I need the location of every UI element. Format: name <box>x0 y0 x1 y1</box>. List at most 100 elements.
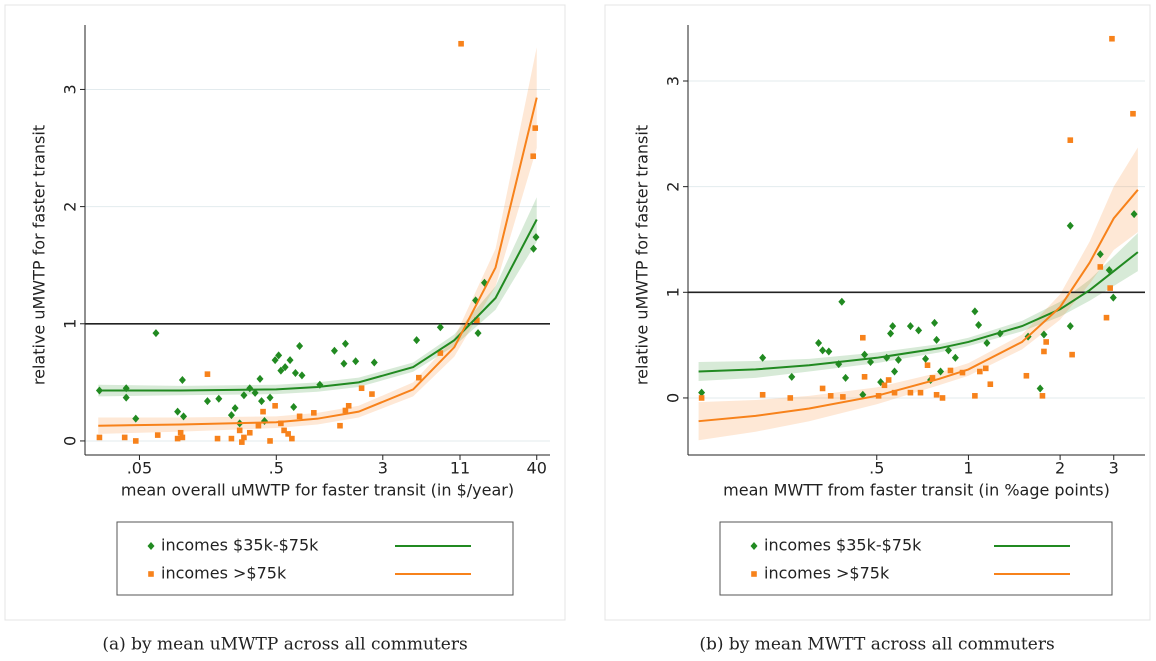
point <box>924 362 931 368</box>
point <box>1043 339 1049 345</box>
point <box>241 434 247 441</box>
plot-area <box>688 35 1145 441</box>
point <box>825 347 833 356</box>
point <box>214 435 221 442</box>
point <box>698 388 706 397</box>
point <box>1040 330 1048 339</box>
point <box>132 438 139 444</box>
point <box>231 404 239 413</box>
point <box>759 353 767 362</box>
point <box>358 385 365 392</box>
point <box>933 391 940 398</box>
point <box>345 402 352 409</box>
point <box>296 413 303 420</box>
point <box>929 375 936 381</box>
point <box>122 393 130 402</box>
point <box>983 339 991 348</box>
point <box>370 358 378 367</box>
point <box>931 318 939 327</box>
point <box>240 391 248 400</box>
point <box>285 431 291 437</box>
plot-area <box>85 40 550 445</box>
x-tick-label: .5 <box>269 459 284 478</box>
point <box>1130 110 1136 117</box>
point <box>881 382 888 389</box>
point <box>330 346 338 355</box>
point <box>959 369 966 376</box>
point <box>204 371 211 377</box>
legend-label: incomes $35k-$75k <box>161 536 319 555</box>
point <box>861 350 869 359</box>
point <box>239 439 245 445</box>
point <box>944 346 952 355</box>
point <box>885 377 892 383</box>
x-tick-label: 3 <box>1109 459 1119 478</box>
y-tick-label: 2 <box>61 202 80 212</box>
y-tick-label: 2 <box>664 182 683 192</box>
legend-label: incomes $35k-$75k <box>764 536 922 555</box>
point <box>154 432 161 438</box>
point <box>1107 285 1113 291</box>
point <box>256 374 264 383</box>
point <box>96 434 103 441</box>
confidence-band <box>698 147 1138 441</box>
point <box>342 407 349 414</box>
point <box>474 317 480 324</box>
point <box>972 393 978 399</box>
fit-line <box>98 97 538 427</box>
y-tick-label: 3 <box>61 84 80 94</box>
point <box>530 153 537 160</box>
point <box>296 342 304 351</box>
point <box>258 397 266 406</box>
point <box>698 395 705 401</box>
caption: (b) by mean MWTT across all commuters <box>699 635 1054 655</box>
point <box>819 385 826 392</box>
x-tick-label: 40 <box>527 459 547 478</box>
point <box>859 390 867 399</box>
point <box>277 366 285 375</box>
point <box>174 435 181 442</box>
x-tick-label: .05 <box>127 459 152 478</box>
point <box>939 395 946 401</box>
point <box>298 371 306 380</box>
point <box>227 411 235 420</box>
x-axis-label: mean overall uMWTP for faster transit (i… <box>121 481 514 500</box>
point <box>436 323 444 332</box>
point <box>819 346 827 355</box>
point <box>1069 351 1075 358</box>
point <box>179 434 186 441</box>
point <box>933 335 941 344</box>
legend-marker <box>750 542 758 550</box>
y-tick-label: 1 <box>664 287 683 297</box>
caption: (a) by mean uMWTP across all commuters <box>102 635 467 655</box>
fit-line <box>98 219 538 392</box>
point <box>906 322 914 331</box>
point <box>203 397 211 406</box>
point <box>907 389 914 396</box>
x-tick-label: .5 <box>869 459 884 478</box>
point <box>971 307 979 316</box>
point <box>975 321 983 330</box>
point <box>152 329 160 338</box>
point <box>271 356 279 365</box>
point <box>286 356 294 365</box>
point <box>352 357 360 366</box>
panel-frame <box>604 4 1151 621</box>
y-axis-label: relative uMWTP for faster transit <box>30 125 49 385</box>
point <box>215 394 223 403</box>
y-tick-label: 1 <box>61 319 80 329</box>
point <box>437 350 444 356</box>
point <box>1036 384 1044 393</box>
point <box>1023 372 1030 379</box>
point <box>255 422 262 429</box>
point <box>340 359 348 368</box>
point <box>337 422 343 429</box>
point <box>947 367 954 374</box>
point <box>251 388 259 397</box>
point <box>291 368 299 377</box>
point <box>1096 250 1104 259</box>
point <box>840 394 846 400</box>
point <box>281 363 289 372</box>
point <box>1039 393 1046 399</box>
